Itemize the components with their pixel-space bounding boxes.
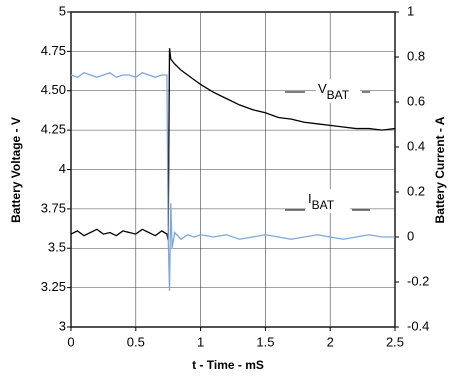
y-tick-label: 3.5 — [48, 240, 66, 255]
x-tick-label: 0.5 — [127, 334, 145, 349]
y2-tick-label: 0.4 — [407, 138, 425, 153]
y-axis-label: Battery Voltage - V — [9, 117, 23, 223]
y-tick-label: 3.25 — [41, 279, 66, 294]
y-tick-label: 4.50 — [41, 82, 66, 97]
series-line — [70, 72, 395, 292]
y2-axis-label: Battery Current - A — [433, 116, 447, 223]
series-label: IBAT — [308, 191, 335, 212]
x-tick-label: 0 — [67, 334, 74, 349]
series-name: I — [308, 191, 312, 206]
y-tick-label: 3.75 — [41, 200, 66, 215]
y-tick-label: 4.25 — [41, 122, 66, 137]
label-bg — [306, 189, 350, 213]
y2-tick-label: 0.8 — [407, 48, 425, 63]
x-tick-label: 1 — [197, 334, 204, 349]
x-tick-label: 1.5 — [256, 334, 274, 349]
y2-tick-label: 0.6 — [407, 93, 425, 108]
series-subscript: BAT — [312, 198, 335, 212]
label-bg — [316, 79, 360, 103]
series-label: VBAT — [318, 81, 350, 102]
y-tick-label: 3 — [59, 318, 66, 333]
x-axis-label: t - Time - mS — [192, 358, 264, 372]
y-tick-label: 4 — [59, 161, 66, 176]
y-tick-label: 4.75 — [41, 43, 66, 58]
y-tick-label: 5 — [59, 3, 66, 18]
y2-tick-label: 0.2 — [407, 183, 425, 198]
y2-tick-label: 1 — [407, 3, 414, 18]
series-subscript: BAT — [327, 88, 350, 102]
x-tick-label: 2 — [327, 334, 334, 349]
series-line — [70, 48, 396, 241]
y2-tick-label: -0.4 — [407, 318, 429, 333]
series-name: V — [318, 81, 327, 96]
y2-tick-label: -0.2 — [407, 273, 429, 288]
x-tick-label: 2.5 — [386, 334, 404, 349]
y2-tick-label: 0 — [407, 228, 414, 243]
